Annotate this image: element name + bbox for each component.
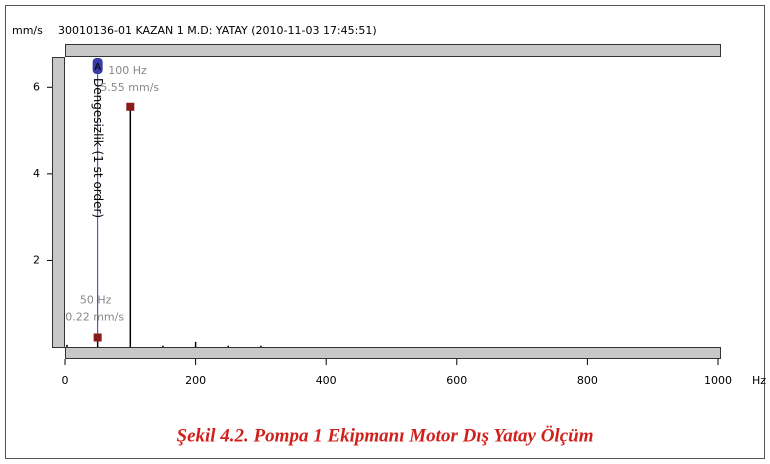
caption: Şekil 4.2. Pompa 1 Ekipmanı Motor Dış Ya… bbox=[177, 425, 594, 446]
cursor-label: A bbox=[94, 62, 101, 73]
y-tick-label: 6 bbox=[33, 80, 40, 93]
x-tick-label: 800 bbox=[577, 374, 598, 387]
marker bbox=[93, 333, 102, 342]
marker bbox=[126, 102, 135, 111]
marker-x-label: 100 Hz bbox=[108, 64, 147, 77]
cursor-handle bbox=[92, 58, 103, 74]
y-unit: mm/s bbox=[12, 24, 43, 37]
x-tick-label: 200 bbox=[185, 374, 206, 387]
marker-x-label: 50 Hz bbox=[80, 293, 112, 306]
top-scrollbar[interactable] bbox=[65, 44, 721, 57]
y-tick-label: 2 bbox=[33, 253, 40, 266]
x-tick-label: 0 bbox=[62, 374, 69, 387]
y-tick-label: 4 bbox=[33, 167, 40, 180]
marker-value-label: 0.22 mm/s bbox=[65, 310, 124, 323]
chart-title: 30010136-01 KAZAN 1 M.D: YATAY (2010-11-… bbox=[58, 24, 377, 37]
x-unit: Hz bbox=[752, 374, 766, 387]
bottom-scrollbar[interactable] bbox=[65, 347, 721, 359]
x-tick-label: 400 bbox=[316, 374, 337, 387]
marker-value-label: 5.55 mm/s bbox=[100, 81, 159, 94]
x-tick-label: 600 bbox=[446, 374, 467, 387]
frame bbox=[5, 5, 765, 459]
left-scrollbar[interactable] bbox=[52, 57, 65, 348]
x-tick-label: 1000 bbox=[704, 374, 732, 387]
cursor-text: Dengesizlik (1 st order) bbox=[91, 78, 105, 218]
